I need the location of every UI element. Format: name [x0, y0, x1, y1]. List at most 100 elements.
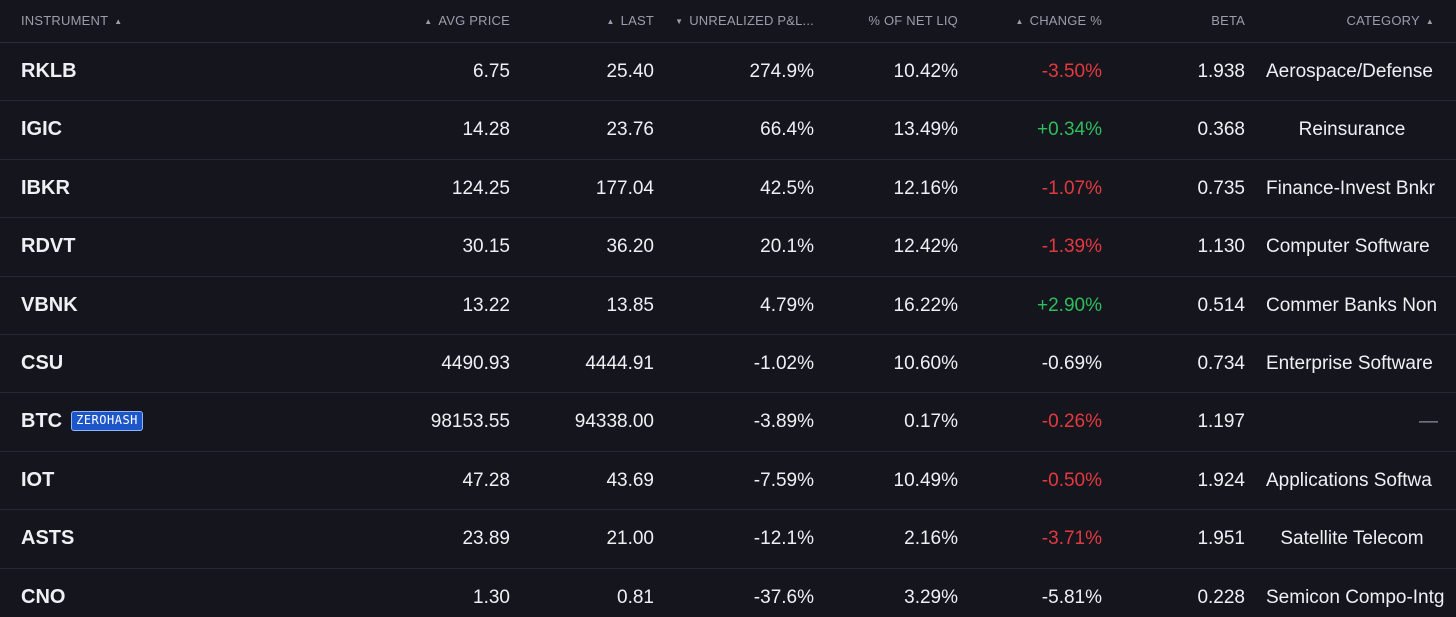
column-header-avg-price[interactable]: ▲ AVG PRICE [330, 0, 510, 42]
instrument-symbol: IBKR [21, 176, 70, 199]
column-label: UNREALIZED P&L... [689, 13, 814, 28]
instrument-symbol: RDVT [21, 235, 76, 258]
table-row[interactable]: VBNK 13.22 13.85 4.79% 16.22% +2.90% 0.514 Comm… [0, 277, 1456, 335]
category-cell: Computer Software [1266, 236, 1430, 258]
column-label: AVG PRICE [438, 13, 510, 28]
table-row[interactable]: IGIC 14.28 23.76 66.4% 13.49% +0.34% 0.368 Rein… [0, 101, 1456, 160]
sort-descending-icon: ▼ [675, 17, 684, 26]
instrument-cell[interactable]: CNO [21, 569, 321, 617]
avg-price-cell: 4490.93 [441, 352, 510, 374]
sort-ascending-icon: ▲ [1425, 17, 1434, 26]
column-header-category[interactable]: CATEGORY ▲ [1266, 0, 1434, 42]
change-pct-cell: -1.07% [1041, 177, 1102, 199]
beta-cell: 0.735 [1197, 177, 1245, 199]
net-liq-pct-cell: 13.49% [893, 119, 958, 141]
unrealized-pnl-cell: 66.4% [760, 119, 814, 141]
last-price-cell: 177.04 [595, 177, 654, 199]
sort-ascending-icon: ▲ [606, 17, 615, 26]
unrealized-pnl-cell: -3.89% [753, 411, 814, 433]
net-liq-pct-cell: 10.42% [893, 61, 958, 82]
instrument-symbol: CNO [21, 585, 66, 608]
net-liq-pct-cell: 16.22% [893, 294, 958, 316]
instrument-cell[interactable]: IGIC [21, 101, 321, 158]
avg-price-cell: 124.25 [451, 177, 510, 199]
sort-ascending-icon: ▲ [114, 17, 123, 26]
instrument-cell[interactable]: ASTS [21, 510, 321, 567]
net-liq-pct-cell: 2.16% [904, 528, 958, 550]
table-row[interactable]: RKLB 6.75 25.40 274.9% 10.42% -3.50% 1.938 Aero… [0, 43, 1456, 102]
change-pct-cell: -0.50% [1041, 469, 1102, 491]
avg-price-cell: 14.28 [462, 119, 510, 141]
last-price-cell: 25.40 [606, 61, 654, 82]
table-row[interactable]: RDVT 30.15 36.20 20.1% 12.42% -1.39% 1.130 Comp… [0, 218, 1456, 277]
unrealized-pnl-cell: -1.02% [753, 352, 814, 374]
category-cell: — [1419, 411, 1438, 433]
change-pct-cell: -3.50% [1041, 61, 1102, 82]
column-label: BETA [1211, 13, 1245, 28]
change-pct-cell: -0.26% [1041, 411, 1102, 433]
instrument-symbol: IGIC [21, 118, 63, 141]
instrument-cell[interactable]: RKLB [21, 43, 321, 100]
change-pct-cell: -5.81% [1041, 586, 1102, 608]
column-header-instrument[interactable]: INSTRUMENT ▲ [21, 0, 321, 42]
column-header-change-pct[interactable]: ▲ CHANGE % [968, 0, 1102, 42]
table-row[interactable]: BTC ZEROHASH 98153.55 94338.00 -3.89% 0.17% -0… [0, 393, 1456, 452]
column-header-beta[interactable]: BETA [1112, 0, 1245, 42]
instrument-cell[interactable]: CSU [21, 335, 321, 392]
unrealized-pnl-cell: 4.79% [760, 294, 814, 316]
instrument-symbol: ASTS [21, 527, 75, 550]
unrealized-pnl-cell: -12.1% [753, 528, 814, 550]
instrument-cell[interactable]: IBKR [21, 160, 321, 217]
unrealized-pnl-cell: -7.59% [753, 469, 814, 491]
instrument-cell[interactable]: IOT [21, 452, 321, 509]
category-cell: Satellite Telecom [1280, 528, 1424, 550]
column-header-pct-net-liq[interactable]: % OF NET LIQ [824, 0, 958, 42]
category-cell: Semicon Compo-Intg [1266, 586, 1445, 608]
table-row[interactable]: CSU 4490.93 4444.91 -1.02% 10.60% -0.69% 0.734… [0, 335, 1456, 394]
table-row[interactable]: IOT 47.28 43.69 -7.59% 10.49% -0.50% 1.924 Appl… [0, 452, 1456, 511]
beta-cell: 0.734 [1197, 352, 1245, 374]
change-pct-cell: -3.71% [1041, 528, 1102, 550]
avg-price-cell: 23.89 [462, 528, 510, 550]
beta-cell: 1.197 [1197, 411, 1245, 433]
beta-cell: 0.368 [1197, 119, 1245, 141]
net-liq-pct-cell: 12.42% [893, 236, 958, 258]
category-cell: Applications Softwa [1266, 469, 1432, 491]
beta-cell: 0.228 [1197, 586, 1245, 608]
sort-ascending-icon: ▲ [424, 17, 433, 26]
column-label: CHANGE % [1029, 13, 1102, 28]
table-row[interactable]: ASTS 23.89 21.00 -12.1% 2.16% -3.71% 1.951 Sate… [0, 510, 1456, 569]
last-price-cell: 13.85 [606, 294, 654, 316]
net-liq-pct-cell: 0.17% [904, 411, 958, 433]
net-liq-pct-cell: 10.60% [893, 352, 958, 374]
last-price-cell: 23.76 [606, 119, 654, 141]
net-liq-pct-cell: 12.16% [893, 177, 958, 199]
avg-price-cell: 6.75 [473, 61, 510, 82]
beta-cell: 1.130 [1197, 236, 1245, 258]
beta-cell: 1.938 [1197, 61, 1245, 82]
instrument-cell[interactable]: VBNK [21, 277, 321, 334]
beta-cell: 1.951 [1197, 528, 1245, 550]
avg-price-cell: 13.22 [462, 294, 510, 316]
net-liq-pct-cell: 3.29% [904, 586, 958, 608]
change-pct-cell: +2.90% [1037, 294, 1102, 316]
column-label: INSTRUMENT [21, 13, 109, 28]
last-price-cell: 94338.00 [574, 411, 654, 433]
instrument-cell[interactable]: BTC ZEROHASH [21, 393, 321, 450]
category-cell: Enterprise Software [1266, 352, 1433, 374]
table-row[interactable]: CNO 1.30 0.81 -37.6% 3.29% -5.81% 0.228 Semicon… [0, 569, 1456, 617]
instrument-cell[interactable]: RDVT [21, 218, 321, 275]
last-price-cell: 0.81 [617, 586, 654, 608]
column-header-unrealized-pnl[interactable]: ▼ UNREALIZED P&L... [664, 0, 814, 42]
sort-ascending-icon: ▲ [1015, 17, 1024, 26]
unrealized-pnl-cell: -37.6% [753, 586, 814, 608]
category-cell: Reinsurance [1298, 119, 1406, 141]
instrument-symbol: RKLB [21, 60, 77, 82]
avg-price-cell: 30.15 [462, 236, 510, 258]
last-price-cell: 36.20 [606, 236, 654, 258]
table-row[interactable]: IBKR 124.25 177.04 42.5% 12.16% -1.07% 0.735 Fi… [0, 160, 1456, 219]
avg-price-cell: 98153.55 [430, 411, 510, 433]
column-header-last[interactable]: ▲ LAST [520, 0, 654, 42]
last-price-cell: 21.00 [606, 528, 654, 550]
